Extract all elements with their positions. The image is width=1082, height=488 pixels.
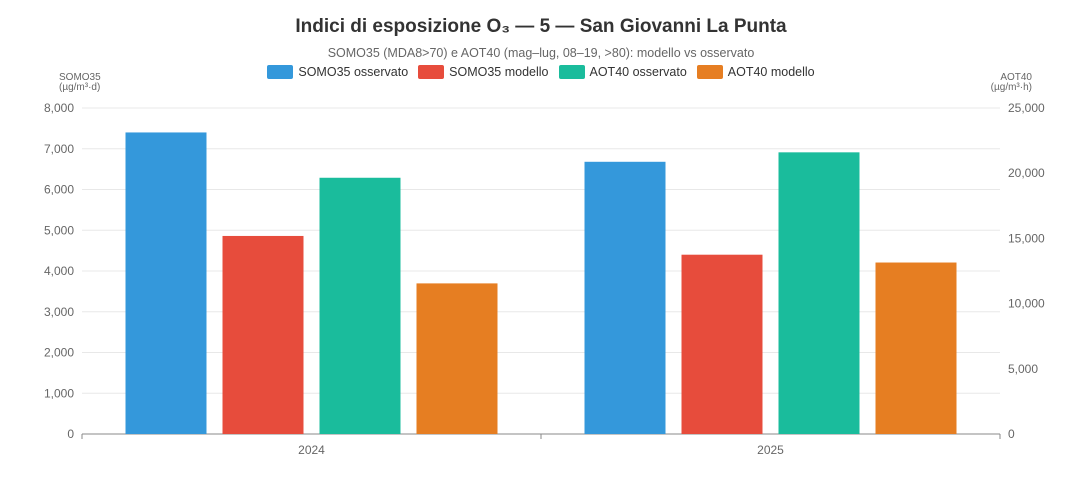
y-left-tick-label: 8,000 (44, 101, 74, 115)
y-left-tick-label: 0 (67, 427, 74, 441)
y-right-tick-label: 10,000 (1008, 297, 1045, 311)
y-right-tick-label: 0 (1008, 427, 1015, 441)
y-right-tick-label: 20,000 (1008, 166, 1045, 180)
y-left-tick-label: 5,000 (44, 223, 74, 237)
bar-somo35-osservato-2024 (125, 132, 207, 434)
legend-label: AOT40 modello (727, 65, 815, 79)
y-left-tick-label: 7,000 (44, 142, 74, 156)
bar-aot40-modello-2024 (416, 283, 498, 434)
bar-aot40-osservato-2025 (778, 152, 860, 434)
legend-item-aot40-modello[interactable]: AOT40 modello (696, 65, 815, 79)
x-tick-label: 2025 (757, 443, 784, 457)
y-right-tick-label: 5,000 (1008, 362, 1038, 376)
y-left-axis-label-line2: (µg/m³·d) (59, 82, 101, 93)
y-left-axis-label: SOMO35 (µg/m³·d) (59, 73, 101, 93)
legend-item-somo35-osservato[interactable]: SOMO35 osservato (267, 65, 408, 79)
legend-label: SOMO35 modello (449, 65, 549, 79)
y-left-tick-label: 1,000 (44, 386, 74, 400)
y-right-axis-label: AOT40 (µg/m³·h) (991, 73, 1032, 93)
y-left-tick-label: 3,000 (44, 305, 74, 319)
legend-swatch (267, 65, 294, 79)
legend-label: SOMO35 osservato (298, 65, 409, 79)
legend-item-somo35-modello[interactable]: SOMO35 modello (418, 65, 549, 79)
y-left-tick-label: 2,000 (44, 346, 74, 360)
y-left-axis-label-line1: SOMO35 (59, 72, 101, 83)
y-right-axis-label-line1: AOT40 (1000, 72, 1032, 83)
bar-aot40-osservato-2024 (319, 177, 401, 434)
bar-somo35-modello-2025 (681, 254, 763, 434)
y-right-tick-label: 15,000 (1008, 231, 1045, 245)
legend-swatch (558, 65, 585, 79)
y-left-tick-label: 4,000 (44, 264, 74, 278)
legend-swatch (696, 65, 723, 79)
y-left-tick-label: 6,000 (44, 183, 74, 197)
legend-label: AOT40 osservato (589, 65, 687, 79)
chart-title: Indici di esposizione O₃ — 5 — San Giova… (295, 16, 787, 37)
legend-item-aot40-osservato[interactable]: AOT40 osservato (558, 65, 687, 79)
chart-subtitle: SOMO35 (MDA8>70) e AOT40 (mag–lug, 08–19… (327, 46, 755, 60)
legend-swatch (418, 65, 445, 79)
x-tick-label: 2024 (298, 443, 325, 457)
bar-somo35-osservato-2025 (584, 161, 666, 435)
y-right-axis-label-line2: (µg/m³·h) (990, 82, 1032, 93)
y-right-tick-label: 25,000 (1008, 101, 1045, 115)
bar-somo35-modello-2024 (222, 235, 304, 434)
bar-aot40-modello-2025 (875, 262, 957, 434)
chart-legend: SOMO35 osservato SOMO35 modello AOT40 os… (0, 65, 1082, 79)
